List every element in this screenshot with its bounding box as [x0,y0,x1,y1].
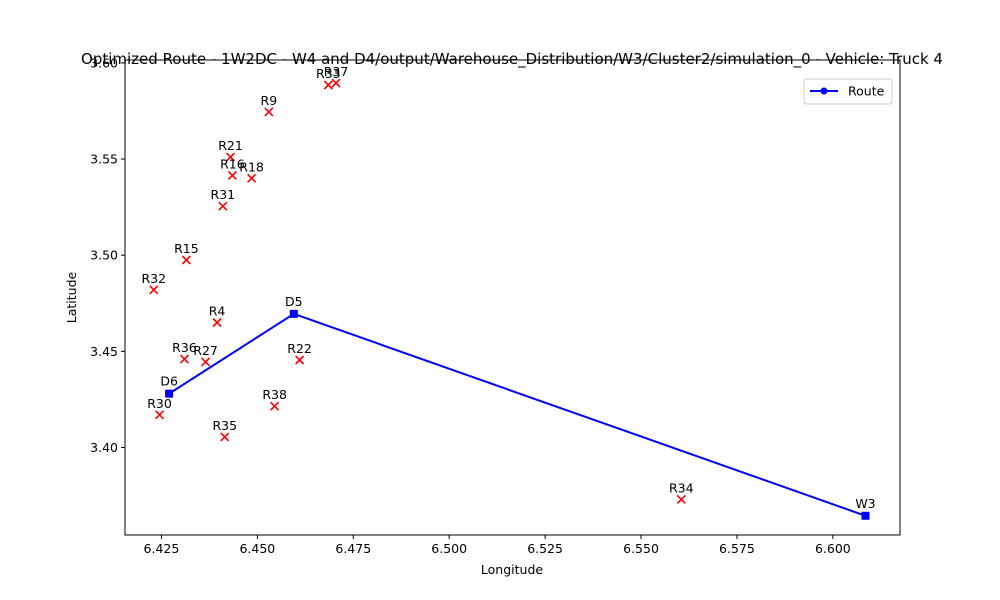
point-marker-r37 [331,78,341,88]
x-tick-label: 6.500 [431,541,467,556]
point-marker-r34 [676,494,686,504]
route-marker-d6 [165,389,174,398]
point-marker-r18 [247,173,257,183]
point-label-r15: R15 [174,241,199,256]
x-tick-label: 6.600 [815,541,851,556]
point-marker-r4 [212,317,222,328]
point-label-r34: R34 [669,480,694,495]
point-label-r31: R31 [211,187,236,202]
legend: Route [803,78,893,105]
route-label-d5: D5 [285,294,303,309]
point-marker-r27 [201,357,211,367]
legend-box [803,78,893,105]
point-marker-r21 [225,152,236,162]
point-label-r22: R22 [287,341,312,356]
point-marker-r35 [220,432,230,442]
y-axis: 3.40 3.45 3.50 3.55 3.60 [90,55,125,455]
x-tick-label: 6.525 [527,541,563,556]
point-label-r36: R36 [172,340,197,355]
x-axis-label: Longitude [481,562,543,577]
point-label-r33: R33 [316,66,341,81]
axes-frame [124,59,901,536]
point-marker-r32 [149,285,159,295]
x-tick-label: 6.450 [239,541,275,556]
point-marker-r36 [179,354,190,364]
route-marker-w3 [861,511,870,520]
point-marker-r30 [154,410,165,420]
y-tick-label: 3.50 [90,248,118,263]
route-label-w3: W3 [855,496,875,511]
point-label-r16: R16 [220,156,245,171]
point-marker-r31 [218,201,228,211]
point-label-r4: R4 [209,304,226,319]
y-axis-label: Latitude [64,271,79,323]
y-tick-label: 3.40 [90,440,118,455]
point-marker-r38 [270,401,280,411]
point-label-r38: R38 [262,387,287,402]
point-label-r27: R27 [193,343,218,358]
point-label-r32: R32 [141,271,166,286]
point-label-r35: R35 [212,418,237,433]
route-label-d6: D6 [160,374,178,389]
x-tick-label: 6.475 [335,541,371,556]
legend-route-marker [820,87,828,95]
x-tick-label: 6.550 [623,541,659,556]
point-marker-r22 [295,355,305,365]
route-marker-d5 [289,309,298,318]
point-label-r18: R18 [239,159,264,174]
y-tick-label: 3.55 [90,152,118,167]
y-tick-label: 3.60 [90,55,118,70]
point-label-r21: R21 [218,138,243,153]
point-marker-r33 [323,80,333,90]
point-label-r9: R9 [261,93,278,108]
point-marker-r15 [181,255,191,265]
legend-route-label: Route [848,84,885,99]
y-tick-label: 3.45 [90,344,118,359]
point-label-r30: R30 [147,396,172,411]
point-marker-r9 [264,107,274,117]
point-marker-r16 [227,170,237,180]
x-axis: 6.425 6.450 6.475 6.500 6.525 6.550 6.575 6.600 [144,535,851,556]
x-tick-label: 6.575 [719,541,755,556]
x-tick-label: 6.425 [144,541,180,556]
point-label-r37: R37 [324,64,349,79]
